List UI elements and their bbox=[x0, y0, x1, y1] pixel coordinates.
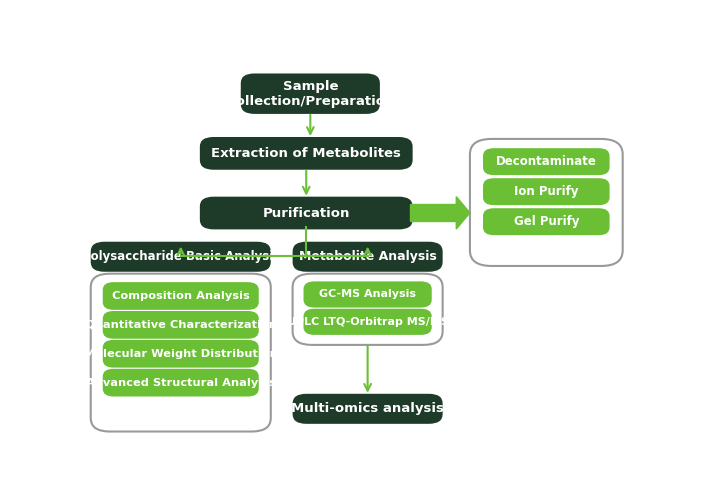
Text: Gel Purify: Gel Purify bbox=[513, 215, 579, 228]
Polygon shape bbox=[456, 196, 470, 229]
FancyBboxPatch shape bbox=[470, 139, 622, 266]
FancyBboxPatch shape bbox=[293, 394, 443, 424]
Text: Sample
Collection/Preparation: Sample Collection/Preparation bbox=[226, 80, 394, 108]
FancyBboxPatch shape bbox=[91, 242, 271, 272]
Text: Molecular Weight Distribution: Molecular Weight Distribution bbox=[84, 349, 277, 359]
Text: Polysaccharide Basic Analysis: Polysaccharide Basic Analysis bbox=[82, 250, 280, 263]
FancyBboxPatch shape bbox=[91, 274, 271, 432]
Text: Extraction of Metabolites: Extraction of Metabolites bbox=[211, 147, 401, 160]
FancyBboxPatch shape bbox=[200, 196, 413, 230]
Text: Advanced Structural Analysis: Advanced Structural Analysis bbox=[86, 378, 276, 388]
Text: UPLC LTQ-Orbitrap MS/MS: UPLC LTQ-Orbitrap MS/MS bbox=[287, 317, 448, 327]
FancyBboxPatch shape bbox=[103, 369, 259, 396]
FancyBboxPatch shape bbox=[200, 137, 413, 170]
Text: Metabolite Analysis: Metabolite Analysis bbox=[298, 250, 436, 263]
FancyBboxPatch shape bbox=[103, 311, 259, 338]
FancyBboxPatch shape bbox=[103, 340, 259, 367]
FancyBboxPatch shape bbox=[103, 282, 259, 310]
FancyBboxPatch shape bbox=[303, 308, 432, 335]
FancyBboxPatch shape bbox=[483, 208, 610, 235]
Text: Multi-omics analysis: Multi-omics analysis bbox=[291, 402, 444, 415]
FancyBboxPatch shape bbox=[483, 178, 610, 205]
FancyBboxPatch shape bbox=[483, 148, 610, 175]
Polygon shape bbox=[410, 204, 456, 222]
FancyBboxPatch shape bbox=[303, 282, 432, 308]
Text: Decontaminate: Decontaminate bbox=[496, 155, 597, 168]
FancyBboxPatch shape bbox=[293, 242, 443, 272]
Text: Composition Analysis: Composition Analysis bbox=[112, 291, 250, 301]
Text: Purification: Purification bbox=[263, 206, 350, 220]
FancyBboxPatch shape bbox=[293, 274, 443, 345]
Text: GC-MS Analysis: GC-MS Analysis bbox=[319, 290, 416, 300]
FancyBboxPatch shape bbox=[241, 74, 380, 114]
Text: Ion Purify: Ion Purify bbox=[514, 185, 579, 198]
Text: Quantitative Characterization: Quantitative Characterization bbox=[84, 320, 277, 330]
